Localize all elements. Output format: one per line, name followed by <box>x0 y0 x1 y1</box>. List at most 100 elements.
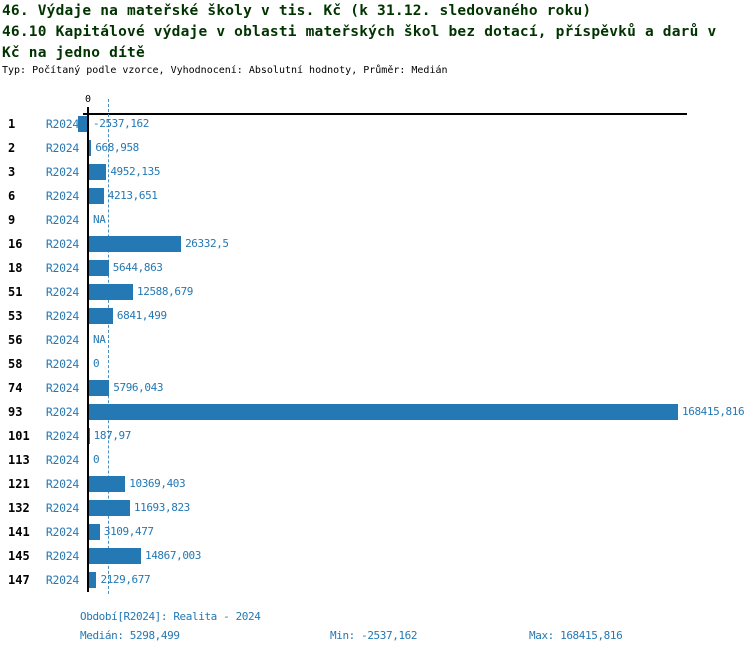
row-id-label: 18 <box>8 261 23 275</box>
row-series-label: R2024 <box>45 357 79 371</box>
row-id-label: 3 <box>8 165 16 179</box>
chart-row: 145 R2024 14867,003 <box>0 544 750 568</box>
row-series-label: R2024 <box>45 429 79 443</box>
chart-row: 141 R2024 3109,477 <box>0 520 750 544</box>
chart-row: 101 R2024 187,97 <box>0 424 750 448</box>
median-line <box>107 99 109 594</box>
row-series-label: R2024 <box>45 381 79 395</box>
value-bar <box>89 236 182 252</box>
value-bar <box>89 260 109 276</box>
chart-row: 113 R2024 0 <box>0 448 750 472</box>
row-id-label: 113 <box>8 453 30 467</box>
row-id-label: 58 <box>8 357 23 371</box>
row-series-label: R2024 <box>45 117 79 131</box>
row-id-label: 74 <box>8 381 23 395</box>
row-series-label: R2024 <box>45 573 79 587</box>
value-label: 168415,816 <box>682 405 745 418</box>
row-series-label: R2024 <box>45 213 79 227</box>
value-label: 2129,677 <box>100 573 151 586</box>
value-label: 11693,823 <box>133 501 190 514</box>
value-label: 12588,679 <box>137 285 194 298</box>
value-label: 668,958 <box>95 141 139 154</box>
row-series-label: R2024 <box>45 165 79 179</box>
value-label: -2537,162 <box>93 117 150 130</box>
row-id-label: 147 <box>8 573 30 587</box>
row-id-label: 101 <box>8 429 30 443</box>
value-bar <box>89 428 90 444</box>
footer-median: Medián: 5298,499 <box>80 629 180 642</box>
row-id-label: 9 <box>8 213 16 227</box>
value-label: NA <box>93 213 106 226</box>
value-bar <box>89 500 130 516</box>
value-bar <box>78 116 87 132</box>
row-series-label: R2024 <box>45 453 79 467</box>
value-label: 3109,477 <box>103 525 154 538</box>
row-series-label: R2024 <box>45 237 79 251</box>
footer-max: Max: 168415,816 <box>529 629 623 642</box>
row-id-label: 51 <box>8 285 23 299</box>
value-bar <box>89 164 107 180</box>
chart-title-line-2: 46.10 Kapitálové výdaje v oblasti mateřs… <box>2 24 717 40</box>
chart-row: 9 R2024 NA <box>0 208 750 232</box>
value-bar <box>89 524 100 540</box>
row-series-label: R2024 <box>45 501 79 515</box>
chart-row: 1 R2024 -2537,162 <box>0 112 750 136</box>
value-bar <box>89 140 92 156</box>
chart-row: 121 R2024 10369,403 <box>0 472 750 496</box>
value-label: 10369,403 <box>129 477 186 490</box>
row-id-label: 2 <box>8 141 16 155</box>
row-series-label: R2024 <box>45 549 79 563</box>
value-bar <box>89 308 113 324</box>
row-id-label: 56 <box>8 333 23 347</box>
chart-row: 18 R2024 5644,863 <box>0 256 750 280</box>
chart-row: 132 R2024 11693,823 <box>0 496 750 520</box>
row-series-label: R2024 <box>45 141 79 155</box>
value-bar <box>89 284 134 300</box>
chart-title-line-3: Kč na jedno dítě <box>2 45 145 61</box>
chart-row: 16 R2024 26332,5 <box>0 232 750 256</box>
value-label: 4213,651 <box>107 189 158 202</box>
value-bar <box>89 548 141 564</box>
value-bar <box>89 188 104 204</box>
value-label: 26332,5 <box>185 237 229 250</box>
zero-baseline <box>87 107 89 592</box>
value-label: 0 <box>93 453 100 466</box>
row-id-label: 6 <box>8 189 16 203</box>
row-series-label: R2024 <box>45 261 79 275</box>
value-label: 5796,043 <box>113 381 164 394</box>
value-bar <box>89 404 678 420</box>
value-label: 4952,135 <box>110 165 161 178</box>
value-label: 6841,499 <box>116 309 167 322</box>
chart-row: 6 R2024 4213,651 <box>0 184 750 208</box>
value-bar <box>89 380 110 396</box>
chart-row: 58 R2024 0 <box>0 352 750 376</box>
x-axis-line <box>83 113 687 115</box>
chart-row: 51 R2024 12588,679 <box>0 280 750 304</box>
chart-row: 53 R2024 6841,499 <box>0 304 750 328</box>
footer-period: Období[R2024]: Realita - 2024 <box>80 610 261 623</box>
value-bar <box>89 572 97 588</box>
chart-row: 74 R2024 5796,043 <box>0 376 750 400</box>
value-label: 0 <box>93 357 100 370</box>
chart-row: 147 R2024 2129,677 <box>0 568 750 592</box>
chart-row: 93 R2024 168415,816 <box>0 400 750 424</box>
chart-row: 56 R2024 NA <box>0 328 750 352</box>
row-id-label: 121 <box>8 477 30 491</box>
row-id-label: 145 <box>8 549 30 563</box>
value-label: 5644,863 <box>112 261 163 274</box>
row-series-label: R2024 <box>45 285 79 299</box>
row-id-label: 132 <box>8 501 30 515</box>
chart-title-line-1: 46. Výdaje na mateřské školy v tis. Kč (… <box>2 3 592 19</box>
value-label: 187,97 <box>93 429 132 442</box>
chart-subtitle: Typ: Počítaný podle vzorce, Vyhodnocení:… <box>2 65 448 76</box>
row-series-label: R2024 <box>45 525 79 539</box>
chart-row: 3 R2024 4952,135 <box>0 160 750 184</box>
row-id-label: 141 <box>8 525 30 539</box>
chart-row: 2 R2024 668,958 <box>0 136 750 160</box>
row-series-label: R2024 <box>45 189 79 203</box>
row-series-label: R2024 <box>45 309 79 323</box>
row-series-label: R2024 <box>45 477 79 491</box>
row-id-label: 93 <box>8 405 23 419</box>
